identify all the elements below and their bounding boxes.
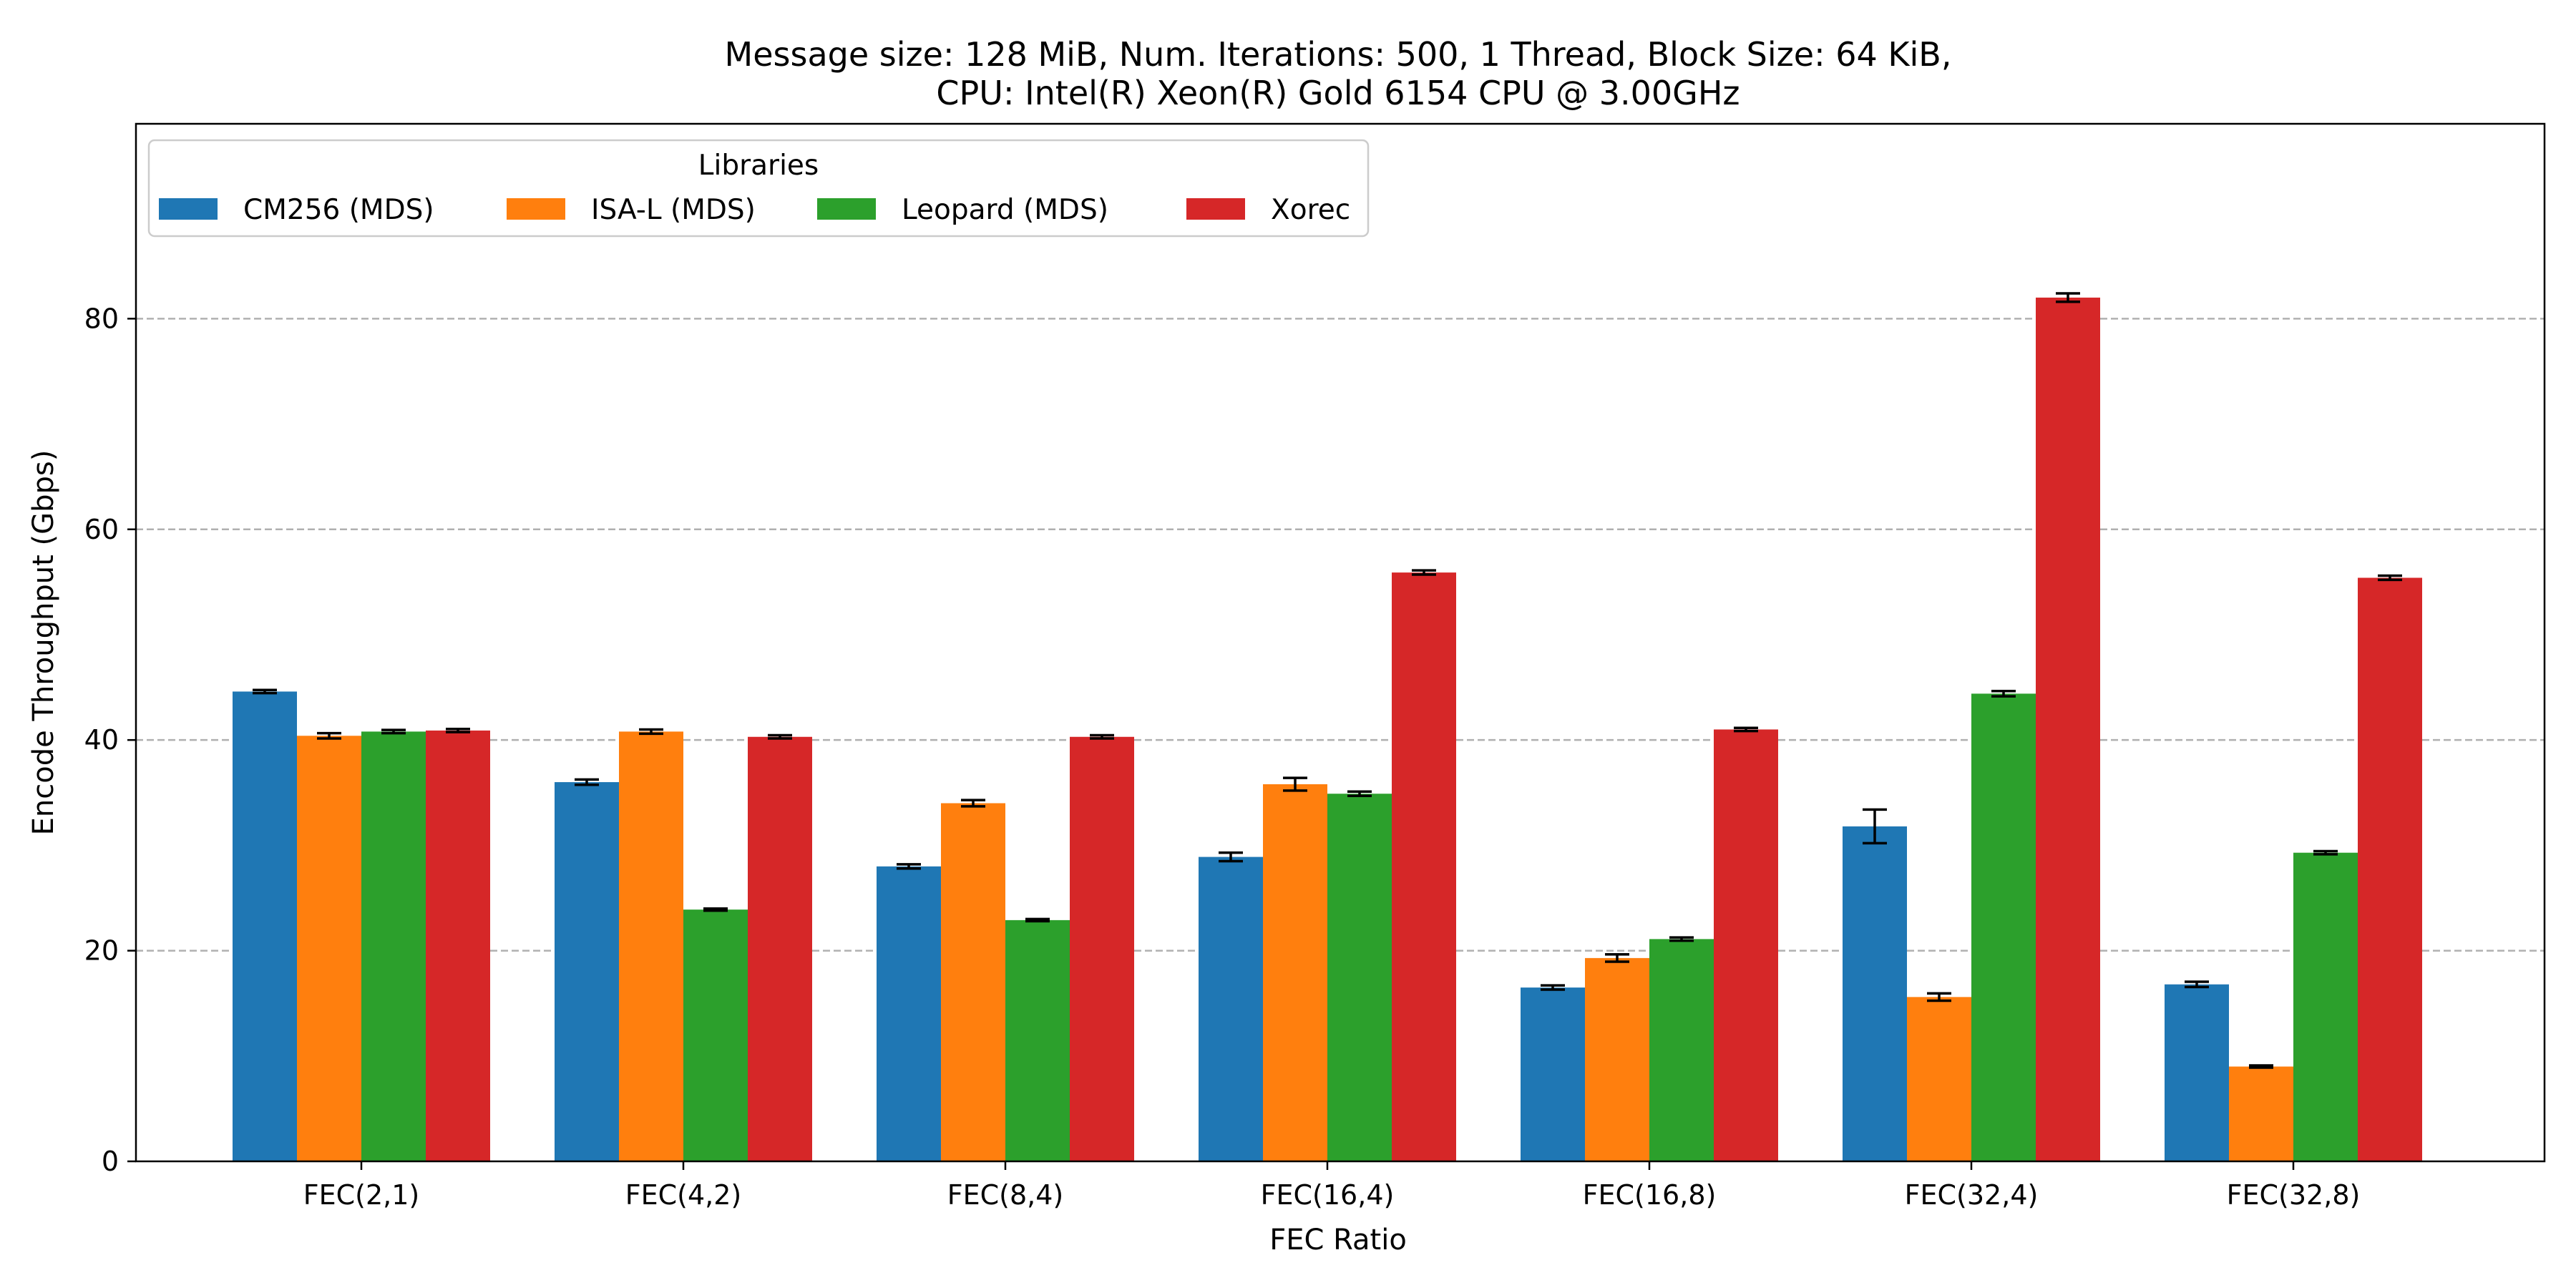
bar-1-0 <box>297 736 361 1161</box>
x-axis-ticks: FEC(2,1) FEC(4,2) FEC(8,4) FEC(16,4) FEC(16,… <box>303 1161 2361 1211</box>
bar-2-2 <box>1005 919 1070 1161</box>
bar-0-2 <box>877 866 941 1161</box>
x-tick-label: FEC(32,4) <box>1905 1179 2039 1211</box>
x-tick-label: FEC(2,1) <box>303 1179 419 1211</box>
bar-0-0 <box>233 691 297 1161</box>
legend-label-0: CM256 (MDS) <box>243 194 434 226</box>
bar-3-2 <box>1070 736 1134 1161</box>
bar-0-6 <box>2165 984 2229 1161</box>
bar-3-1 <box>748 736 812 1161</box>
bar-1-1 <box>619 731 683 1161</box>
legend-swatch-1 <box>507 198 565 220</box>
y-tick-label: 40 <box>84 724 119 756</box>
legend-swatch-3 <box>1186 198 1245 220</box>
bar-0-1 <box>555 782 619 1161</box>
bar-2-1 <box>683 909 748 1161</box>
bar-1-3 <box>1263 784 1327 1161</box>
bar-3-6 <box>2358 577 2422 1161</box>
x-tick-label: FEC(32,8) <box>2227 1179 2361 1211</box>
bar-1-4 <box>1585 957 1649 1161</box>
bar-3-3 <box>1392 572 1456 1161</box>
bar-0-5 <box>1843 826 1907 1161</box>
legend-title: Libraries <box>698 150 819 182</box>
bar-1-2 <box>941 803 1005 1161</box>
bar-3-5 <box>2036 297 2100 1161</box>
legend-label-1: ISA-L (MDS) <box>591 194 756 226</box>
y-tick-label: 60 <box>84 514 119 545</box>
chart-title-line-2: CPU: Intel(R) Xeon(R) Gold 6154 CPU @ 3.… <box>936 74 1740 112</box>
x-tick-label: FEC(16,4) <box>1261 1179 1395 1211</box>
legend-box <box>147 139 1370 238</box>
y-tick-label: 80 <box>84 303 119 334</box>
legend-swatch-2 <box>817 198 876 220</box>
plot-frame <box>135 122 2546 1163</box>
chart-title-line-1: Message size: 128 MiB, Num. Iterations: … <box>725 35 1952 74</box>
bar-2-5 <box>1971 693 2036 1161</box>
y-tick-label: 0 <box>102 1146 119 1177</box>
y-axis-ticks: 0 20 40 60 80 <box>84 303 136 1177</box>
bar-2-3 <box>1327 794 1392 1161</box>
x-tick-label: FEC(8,4) <box>947 1179 1063 1211</box>
bar-3-0 <box>426 730 490 1161</box>
x-tick-label: FEC(16,8) <box>1583 1179 1717 1211</box>
x-axis-label: FEC Ratio <box>1269 1224 1407 1257</box>
bar-2-0 <box>361 731 426 1161</box>
bars <box>233 297 2422 1161</box>
legend-swatch-0 <box>159 198 218 220</box>
y-axis-label: Encode Throughput (Gbps) <box>27 450 60 836</box>
bar-1-6 <box>2229 1066 2293 1161</box>
legend: Libraries CM256 (MDS) ISA-L (MDS) Leopard … <box>147 139 1370 238</box>
bar-2-6 <box>2293 852 2358 1161</box>
bar-1-5 <box>1907 997 1971 1161</box>
bar-3-4 <box>1714 729 1778 1161</box>
legend-label-2: Leopard (MDS) <box>902 194 1108 226</box>
bar-2-4 <box>1649 939 1714 1161</box>
x-tick-label: FEC(4,2) <box>625 1179 741 1211</box>
bar-0-3 <box>1199 857 1263 1161</box>
legend-label-3: Xorec <box>1271 194 1350 226</box>
y-tick-label: 20 <box>84 935 119 967</box>
bar-0-4 <box>1521 987 1585 1161</box>
error-bars <box>253 292 2402 1069</box>
